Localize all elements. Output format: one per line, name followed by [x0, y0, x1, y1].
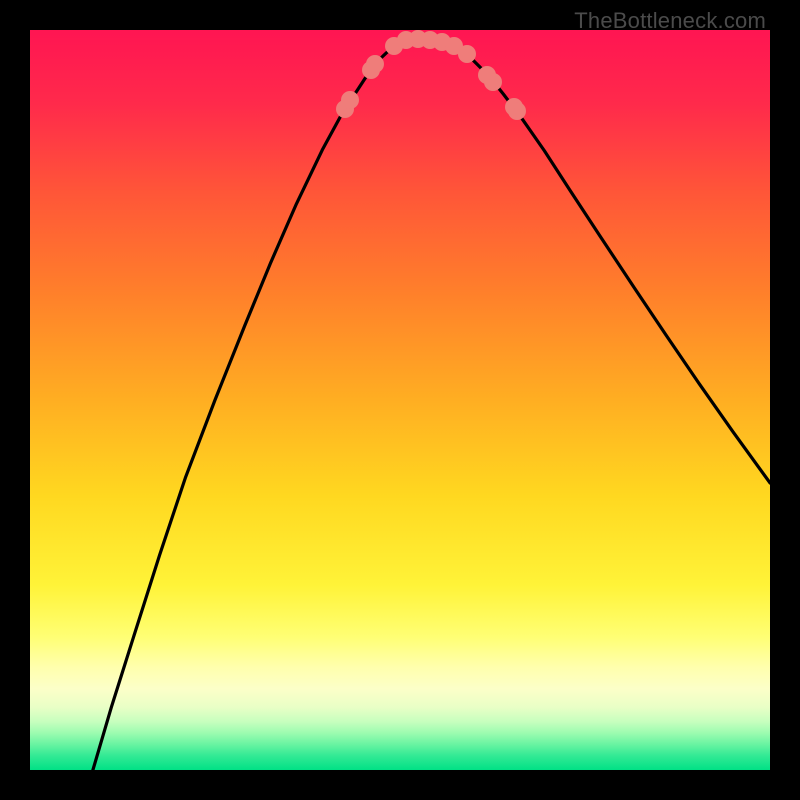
curve-marker [458, 45, 476, 63]
curve-marker [484, 73, 502, 91]
curve-marker [366, 55, 384, 73]
curve-marker [341, 91, 359, 109]
watermark-text: TheBottleneck.com [574, 8, 766, 34]
plot-area [30, 30, 770, 770]
chart-frame: TheBottleneck.com [0, 0, 800, 800]
bottleneck-curve [30, 30, 770, 770]
